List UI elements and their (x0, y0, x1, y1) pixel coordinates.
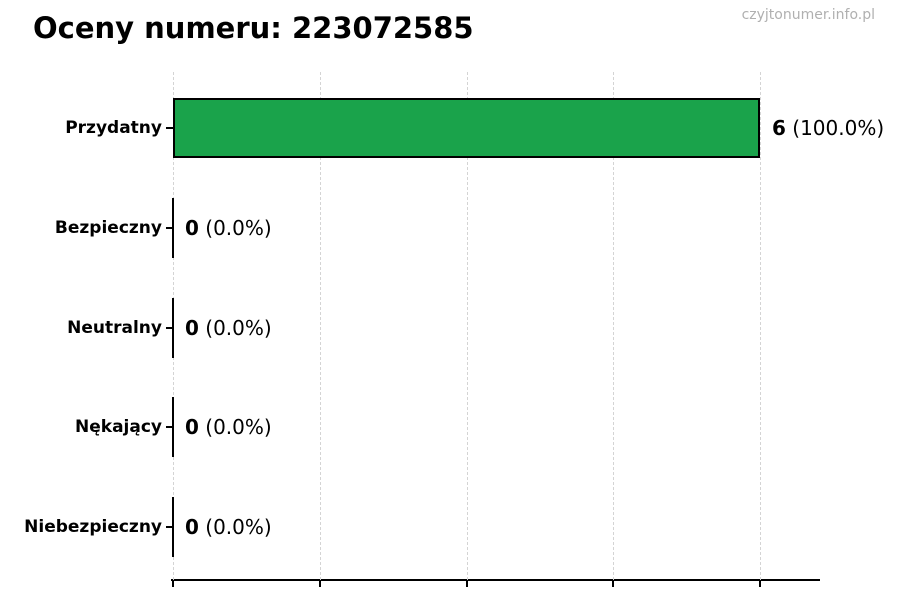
value-number: 0 (185, 515, 199, 539)
category-tick (166, 327, 173, 329)
grid-line (466, 72, 468, 580)
bar (172, 497, 174, 557)
x-axis-tick (465, 581, 468, 587)
value-label: 0 (0.0%) (185, 216, 272, 240)
category-tick (166, 227, 173, 229)
value-label: 0 (0.0%) (185, 415, 272, 439)
category-tick (166, 526, 173, 528)
x-axis-tick (612, 581, 615, 587)
value-number: 0 (185, 415, 199, 439)
bar (172, 397, 174, 457)
value-number: 0 (185, 316, 199, 340)
bar (172, 198, 174, 258)
value-percent: (0.0%) (205, 515, 272, 539)
value-label: 6 (100.0%) (772, 116, 884, 140)
x-axis-line (171, 579, 820, 581)
category-tick (166, 127, 173, 129)
category-label: Niebezpieczny (24, 517, 162, 537)
watermark: czyjtonumer.info.pl (741, 7, 875, 23)
x-axis-tick (759, 581, 761, 587)
value-percent: (0.0%) (205, 316, 272, 340)
x-axis-tick (172, 581, 174, 587)
bar (173, 98, 760, 158)
grid-line (319, 72, 321, 580)
bar (172, 298, 174, 358)
grid-line (613, 72, 615, 580)
value-percent: (0.0%) (205, 415, 272, 439)
value-number: 0 (185, 216, 199, 240)
category-label: Przydatny (65, 118, 162, 138)
grid-line (760, 72, 761, 580)
value-percent: (0.0%) (205, 216, 272, 240)
category-tick (166, 426, 173, 428)
chart-title: Oceny numeru: 223072585 (33, 11, 474, 45)
value-percent: (100.0%) (792, 116, 885, 140)
x-axis-tick (318, 581, 321, 587)
value-number: 6 (772, 116, 786, 140)
value-label: 0 (0.0%) (185, 515, 272, 539)
category-label: Bezpieczny (54, 218, 162, 238)
category-label: Neutralny (67, 318, 162, 338)
category-label: Nękający (75, 417, 162, 437)
plot-area: Przydatny 6 (100.0%) Bezpieczny 0 (0.0%) Neu… (24, 72, 884, 587)
value-label: 0 (0.0%) (185, 316, 272, 340)
